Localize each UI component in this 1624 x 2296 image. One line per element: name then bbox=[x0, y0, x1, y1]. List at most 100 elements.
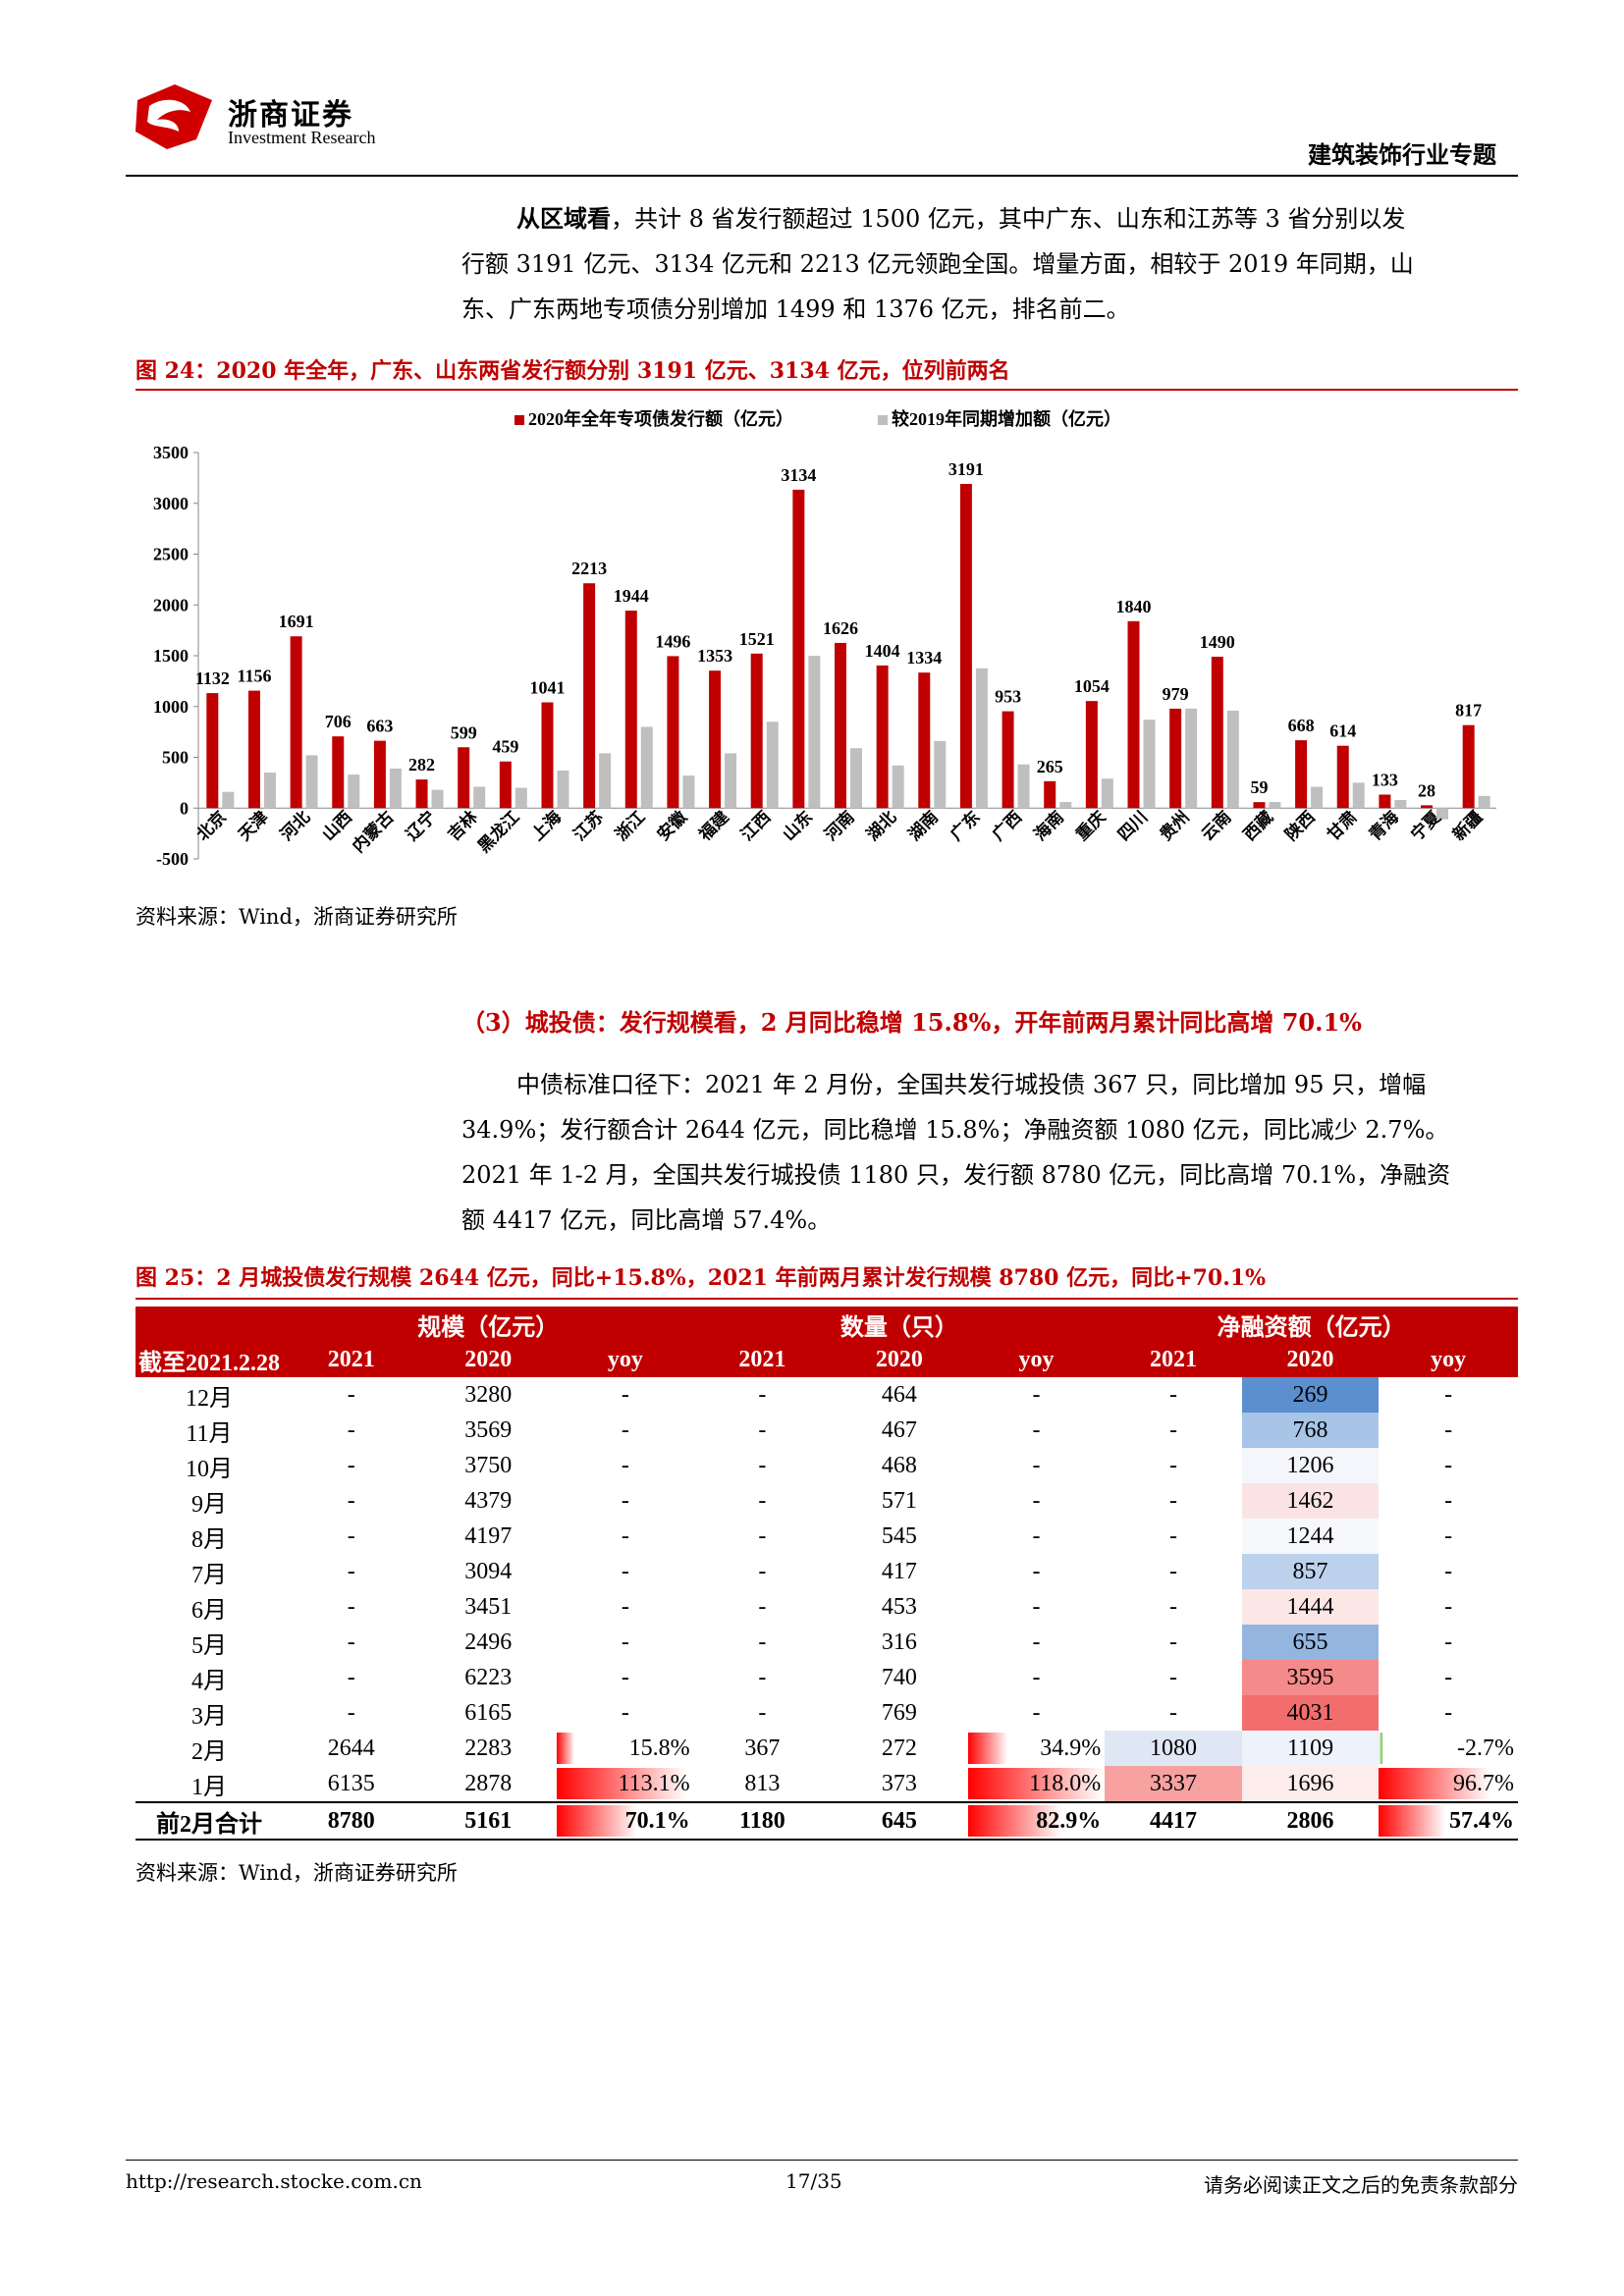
yoy-cell: 82.9% bbox=[967, 1801, 1106, 1841]
group-header-scale: 规模（亿元） bbox=[282, 1307, 694, 1342]
cell-value: - bbox=[621, 1664, 629, 1690]
cell-value: - bbox=[1032, 1381, 1041, 1408]
table-corner-label: 截至2021.2.28 bbox=[135, 1342, 283, 1377]
bar-increase-vs-2019 bbox=[599, 753, 612, 809]
bar-issuance-2020 bbox=[750, 653, 763, 809]
table-cell: - bbox=[283, 1554, 420, 1589]
x-category-label: 辽宁 bbox=[402, 807, 440, 845]
table-cell: 545 bbox=[831, 1519, 968, 1554]
cell-value: 1244 bbox=[1286, 1522, 1334, 1549]
x-category-label: 湖南 bbox=[904, 807, 943, 845]
bar-increase-vs-2019 bbox=[892, 765, 904, 809]
bar-issuance-2020 bbox=[290, 636, 302, 809]
city-bond-paragraph: 中债标准口径下：2021 年 2 月份，全国共发行城投债 367 只，同比增加 … bbox=[461, 1062, 1518, 1243]
x-category-label: 上海 bbox=[527, 807, 566, 845]
bar-increase-vs-2019 bbox=[305, 755, 318, 809]
table-cell: - bbox=[1105, 1413, 1242, 1448]
cell-value: - bbox=[758, 1629, 767, 1655]
bar-data-label: 265 bbox=[1037, 757, 1063, 776]
cell-value: - bbox=[621, 1452, 629, 1478]
x-category-label: 山西 bbox=[319, 808, 356, 845]
y-tick-label: 2000 bbox=[153, 595, 189, 614]
cell-value: 468 bbox=[881, 1452, 917, 1478]
bar-increase-vs-2019 bbox=[725, 753, 737, 809]
bar-increase-vs-2019 bbox=[1352, 782, 1365, 809]
legend-label: 较2019年同期增加额（亿元） bbox=[892, 408, 1121, 429]
table-cell: 2878 bbox=[420, 1766, 558, 1802]
cell-value: 4031 bbox=[1286, 1699, 1334, 1726]
bar-data-label: 1626 bbox=[823, 618, 858, 638]
bar-issuance-2020 bbox=[541, 702, 554, 809]
bar-issuance-2020 bbox=[415, 779, 428, 809]
table-cell: 857 bbox=[1241, 1554, 1380, 1589]
bar-data-label: 1334 bbox=[906, 648, 942, 667]
sub-header: 2021 bbox=[1105, 1342, 1242, 1377]
cell-value: 464 bbox=[881, 1381, 917, 1408]
city-bond-table: 规模（亿元） 数量（只） 净融资额（亿元） 截至2021.2.28 2021 2… bbox=[135, 1307, 1518, 1841]
bar-increase-vs-2019 bbox=[682, 775, 695, 809]
cell-value: - bbox=[1032, 1522, 1041, 1549]
x-category-label: 四川 bbox=[1114, 808, 1152, 845]
cell-value: - bbox=[1444, 1558, 1453, 1584]
cell-value: 453 bbox=[881, 1593, 917, 1620]
bar-increase-vs-2019 bbox=[850, 748, 862, 809]
cell-value: - bbox=[1444, 1381, 1453, 1408]
cell-value: 571 bbox=[881, 1487, 917, 1514]
cell-value: 2806 bbox=[1286, 1807, 1334, 1834]
table-cell: - bbox=[694, 1448, 832, 1483]
table-cell: - bbox=[283, 1519, 420, 1554]
brand-name-en: Investment Research bbox=[228, 128, 376, 147]
footer-url[interactable]: http://research.stocke.com.cn bbox=[126, 2169, 422, 2193]
table-row: 11月 - 3569 - - 467 - - 768 - bbox=[135, 1413, 1518, 1448]
x-category-label: 云南 bbox=[1197, 807, 1235, 845]
bar-increase-vs-2019 bbox=[1101, 778, 1113, 809]
sub-header: 2020 bbox=[419, 1342, 558, 1377]
x-category-label: 青海 bbox=[1365, 807, 1403, 845]
table-cell: - bbox=[1379, 1695, 1518, 1731]
cell-value: - bbox=[621, 1629, 629, 1655]
bar-increase-vs-2019 bbox=[1436, 808, 1449, 820]
table-cell: 467 bbox=[831, 1413, 968, 1448]
table-cell: 4197 bbox=[420, 1519, 558, 1554]
table-cell: 1462 bbox=[1241, 1483, 1380, 1519]
bar-increase-vs-2019 bbox=[934, 740, 947, 809]
bar-issuance-2020 bbox=[1001, 711, 1014, 809]
cell-value: - bbox=[1032, 1629, 1041, 1655]
yoy-value: 34.9% bbox=[1040, 1735, 1102, 1761]
table-cell: - bbox=[557, 1483, 694, 1519]
row-label: 5月 bbox=[190, 1632, 227, 1659]
x-category-label: 广东 bbox=[947, 807, 985, 845]
yoy-cell: -2.7% bbox=[1379, 1731, 1518, 1766]
paragraph-line: 行额 3191 亿元、3134 亿元和 2213 亿元领跑全国。增量方面，相较于… bbox=[461, 250, 1414, 278]
table-cell: - bbox=[968, 1660, 1106, 1695]
bar-data-label: 1054 bbox=[1074, 676, 1110, 696]
bar-data-label: 1041 bbox=[529, 678, 565, 698]
cell-value: - bbox=[1032, 1664, 1041, 1690]
cell-value: - bbox=[1032, 1699, 1041, 1726]
x-category-label: 黑龙江 bbox=[473, 807, 523, 857]
figure-24-rule bbox=[135, 389, 1518, 391]
table-cell: 3094 bbox=[420, 1554, 558, 1589]
table-cell: - bbox=[694, 1625, 832, 1660]
sub-header: 2021 bbox=[693, 1342, 832, 1377]
table-cell: 3337 bbox=[1105, 1766, 1242, 1802]
table-cell: - bbox=[557, 1519, 694, 1554]
cell-value: - bbox=[1444, 1452, 1453, 1478]
x-category-label: 浙江 bbox=[611, 807, 649, 845]
cell-value: 2644 bbox=[327, 1735, 375, 1761]
table-cell: - bbox=[968, 1483, 1106, 1519]
table-cell: 3750 bbox=[420, 1448, 558, 1483]
bar-issuance-2020 bbox=[709, 670, 722, 809]
table-row: 8月 - 4197 - - 545 - - 1244 - bbox=[135, 1519, 1518, 1554]
paragraph-line: ，共计 8 省发行额超过 1500 亿元，其中广东、山东和江苏等 3 省分别以发 bbox=[611, 205, 1406, 233]
cell-value: - bbox=[1169, 1522, 1177, 1549]
table-cell: - bbox=[968, 1448, 1106, 1483]
x-category-label: 陕西 bbox=[1281, 807, 1320, 845]
table-cell: 453 bbox=[831, 1589, 968, 1625]
table-cell: - bbox=[1379, 1625, 1518, 1660]
header-divider bbox=[126, 175, 1518, 177]
yoy-value: 57.4% bbox=[1449, 1807, 1514, 1834]
cell-value: 857 bbox=[1292, 1558, 1328, 1584]
table-cell: 468 bbox=[831, 1448, 968, 1483]
bar-data-label: 133 bbox=[1372, 770, 1398, 789]
